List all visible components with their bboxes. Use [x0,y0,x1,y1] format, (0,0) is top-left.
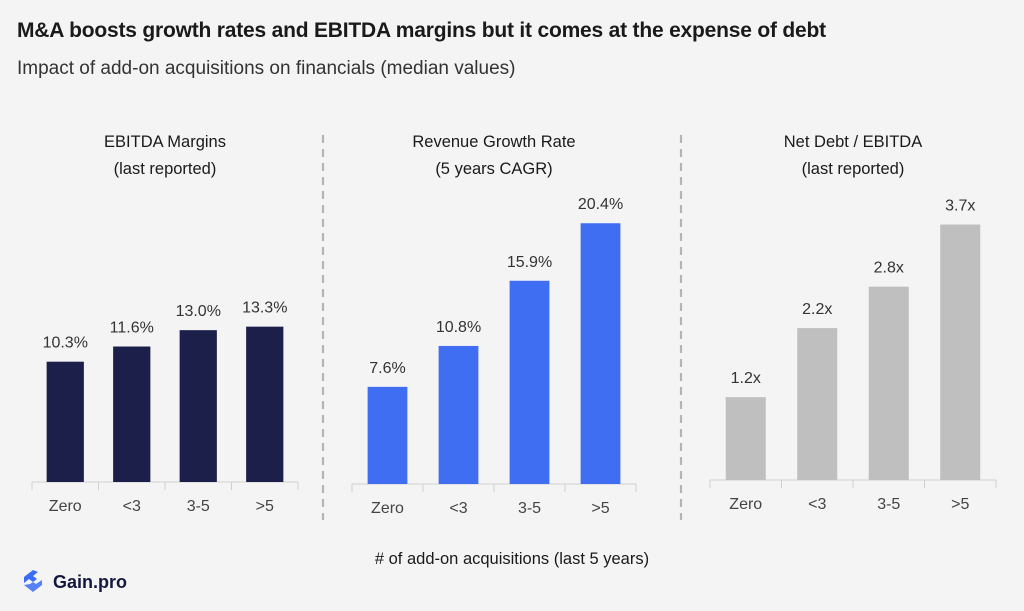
bar [725,397,766,480]
x-tick-label: Zero [729,496,762,513]
panel-title-line: Net Debt / EBITDA [784,133,922,151]
bar [797,328,838,480]
bar [179,330,217,482]
bar [509,280,550,484]
x-tick-label: Zero [49,498,82,515]
panel-title-line: (last reported) [802,160,905,178]
data-label: 10.3% [43,335,88,352]
x-tick-label: <3 [449,500,467,517]
data-label: 2.8x [874,260,904,277]
x-tick-label: 3-5 [518,500,541,517]
bar [580,223,621,484]
data-label: 1.2x [731,370,761,387]
x-tick-label: 3-5 [877,496,900,513]
bar [367,386,408,484]
gain-logo-icon [24,570,42,592]
x-tick-label: >5 [256,498,274,515]
x-tick-label: <3 [123,498,141,515]
x-tick-label: >5 [951,496,969,513]
x-tick-label: Zero [371,500,404,517]
data-label: 13.3% [242,300,287,317]
chart-subtitle: Impact of add-on acquisitions on financi… [17,58,516,79]
data-label: 10.8% [436,319,481,336]
data-label: 2.2x [802,301,832,318]
bar [438,345,479,484]
panel-title-line: Revenue Growth Rate [412,133,575,151]
data-label: 11.6% [110,320,154,337]
x-axis-title: # of add-on acquisitions (last 5 years) [374,550,650,568]
bar [113,346,151,482]
x-tick-label: >5 [591,500,609,517]
bar [246,326,284,482]
x-tick-label: 3-5 [187,498,210,515]
panel-title-line: (5 years CAGR) [435,160,552,178]
panel-title-line: EBITDA Margins [104,133,226,151]
data-label: 13.0% [176,303,221,320]
data-label: 7.6% [369,360,405,377]
data-label: 3.7x [945,198,975,215]
bar [46,361,84,482]
data-label: 15.9% [507,254,552,271]
brand-name: Gain.pro [53,571,128,592]
chart-title: M&A boosts growth rates and EBITDA margi… [17,19,826,42]
x-tick-label: <3 [808,496,826,513]
bar [868,286,909,480]
bar [940,224,981,480]
data-label: 20.4% [578,196,623,213]
panel-title-line: (last reported) [114,160,217,178]
brand-logo: Gain.pro [19,568,127,596]
